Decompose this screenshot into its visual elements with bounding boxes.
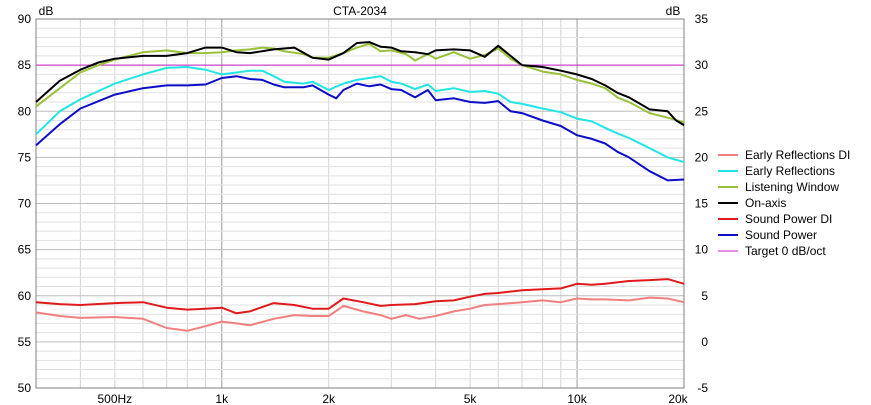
y-left-tick-label: 75 [18,150,32,164]
y-right-tick-label: 5 [701,289,708,303]
x-tick-label: 10k [567,392,587,405]
y-right-tick-label: 35 [695,12,709,26]
y-left-tick-labels: 50 55 60 65 70 75 80 85 90 [18,12,32,395]
series-line-1 [35,66,685,163]
series-line-4 [35,278,685,315]
legend-label: Target 0 dB/oct [745,244,826,258]
legend-label: Sound Power [745,228,817,242]
y-right-tick-label: 20 [695,150,709,164]
series-line-5 [35,75,685,182]
y-left-tick-label: 90 [18,12,32,26]
x-tick-label: 1k [215,392,229,405]
y-right-tick-labels: -5 0 5 10 15 20 25 30 35 [695,12,709,395]
legend-label: Early Reflections DI [745,148,850,162]
series-line-3 [35,41,685,126]
y-right-tick-label: 25 [695,104,709,118]
x-tick-labels: 500Hz 1k 2k 5k 10k 20k [97,392,688,405]
legend-label: On-axis [745,196,786,210]
legend: Early Reflections DI Early Reflections Lis… [718,148,850,258]
y-right-tick-label: 30 [695,58,709,72]
legend-label: Sound Power DI [745,212,832,226]
y-left-unit: dB [39,4,54,18]
grid [36,19,684,388]
x-tick-label: 2k [322,392,336,405]
x-tick-label: 5k [464,392,478,405]
y-left-tick-label: 80 [18,104,32,118]
y-left-tick-label: 60 [18,289,32,303]
chart-title: CTA-2034 [333,4,387,18]
y-right-tick-label: -5 [697,381,708,395]
y-left-tick-label: 65 [18,243,32,257]
y-left-tick-label: 50 [18,381,32,395]
series-line-0 [35,296,685,332]
series-lines [35,41,685,332]
legend-label: Listening Window [745,180,839,194]
y-left-tick-label: 70 [18,197,32,211]
x-tick-label: 20k [668,392,688,405]
plot-frame [35,18,685,389]
y-right-tick-label: 10 [695,243,709,257]
y-right-tick-label: 15 [695,197,709,211]
y-left-tick-label: 55 [18,335,32,349]
y-left-tick-label: 85 [18,58,32,72]
y-right-unit: dB [666,4,681,18]
x-tick-label: 500Hz [97,392,132,405]
y-right-tick-label: 0 [701,335,708,349]
legend-label: Early Reflections [745,164,835,178]
